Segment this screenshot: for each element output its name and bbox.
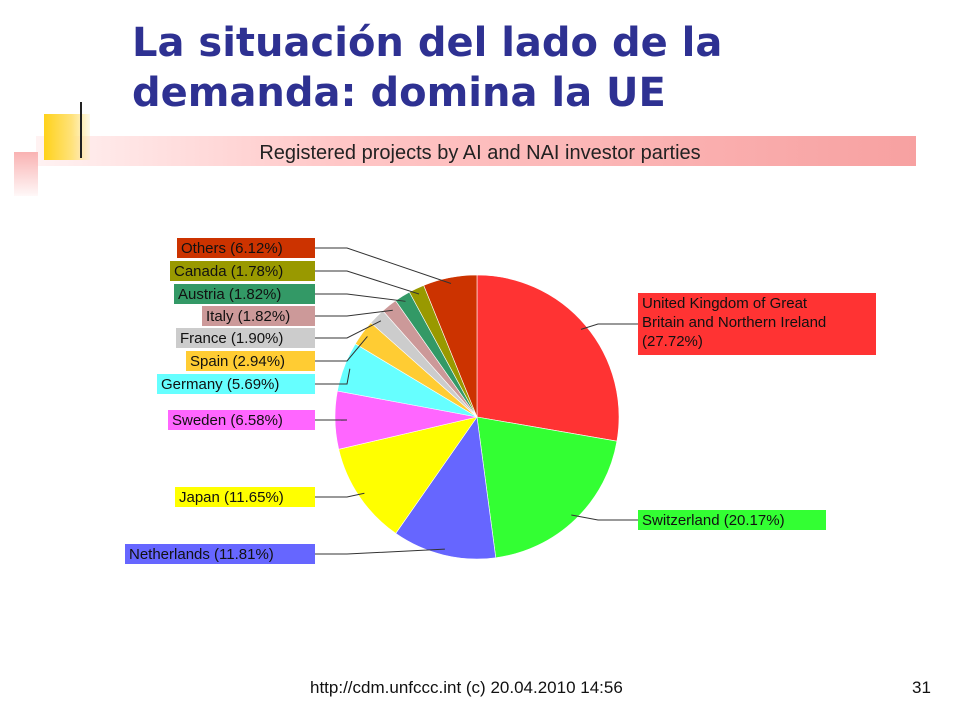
label-box-france <box>176 328 315 348</box>
label-box-switzerland <box>638 510 826 530</box>
leader-line-netherlands <box>315 548 445 555</box>
decorative-pink-horizontal-bar <box>36 136 916 166</box>
label-box-others <box>177 238 315 258</box>
leader-line-japan <box>315 492 365 498</box>
data-label-united-kingdom-of-great-britain-and-northern-ireland-line-2: Britain and Northern Ireland <box>642 314 826 331</box>
data-label-united-kingdom-of-great-britain-and-northern-ireland-line-1: United Kingdom of Great <box>642 295 808 312</box>
leader-line-spain <box>315 336 368 362</box>
data-label-italy: Italy (1.82%) <box>206 308 290 325</box>
leader-line-canada <box>315 270 420 295</box>
label-box-canada <box>170 261 315 281</box>
data-label-spain: Spain (2.94%) <box>190 353 285 370</box>
data-label-switzerland: Switzerland (20.17%) <box>642 512 785 529</box>
label-box-austria <box>174 284 315 304</box>
leader-line-switzerland <box>571 514 638 521</box>
leader-line-italy <box>315 309 393 317</box>
pie-slice-united-kingdom-of-great-britain-and-northern-ireland <box>476 274 620 442</box>
data-label-sweden: Sweden (6.58%) <box>172 412 283 429</box>
data-label-austria: Austria (1.82%) <box>178 286 281 303</box>
slide-title: La situación del lado de la demanda: dom… <box>132 20 723 116</box>
label-box-italy <box>202 306 315 326</box>
label-box-spain <box>186 351 315 371</box>
pie-slice-switzerland <box>476 416 618 559</box>
label-box-sweden <box>168 410 315 430</box>
leader-line-austria <box>315 293 406 302</box>
data-label-germany: Germany (5.69%) <box>161 376 279 393</box>
data-label-france: France (1.90%) <box>180 330 283 347</box>
leader-line-united-kingdom-of-great-britain-and-northern-ireland <box>580 323 638 330</box>
label-box-united-kingdom-of-great-britain-and-northern-ireland <box>638 293 876 355</box>
chart-title: Registered projects by AI and NAI invest… <box>259 142 701 164</box>
label-box-japan <box>175 487 315 507</box>
data-label-others: Others (6.12%) <box>181 240 283 257</box>
leader-line-france <box>315 320 382 339</box>
page-number: 31 <box>912 678 931 697</box>
source-footer: http://cdm.unfccc.int (c) 20.04.2010 14:… <box>310 678 623 697</box>
leader-line-others <box>315 247 452 284</box>
label-box-germany <box>157 374 315 394</box>
label-box-netherlands <box>125 544 315 564</box>
decorative-yellow-square <box>44 114 90 160</box>
data-label-united-kingdom-of-great-britain-and-northern-ireland-line-3: (27.72%) <box>642 333 703 350</box>
pie-slice-netherlands <box>395 416 497 560</box>
data-label-canada: Canada (1.78%) <box>174 263 283 280</box>
pie-slice-others <box>423 274 478 418</box>
pie-slice-japan <box>338 416 478 534</box>
decorative-vertical-line <box>80 102 82 158</box>
data-label-netherlands: Netherlands (11.81%) <box>129 546 274 563</box>
data-label-japan: Japan (11.65%) <box>179 489 284 506</box>
decorative-pink-vertical-bar <box>14 152 38 196</box>
leader-line-germany <box>315 368 351 385</box>
